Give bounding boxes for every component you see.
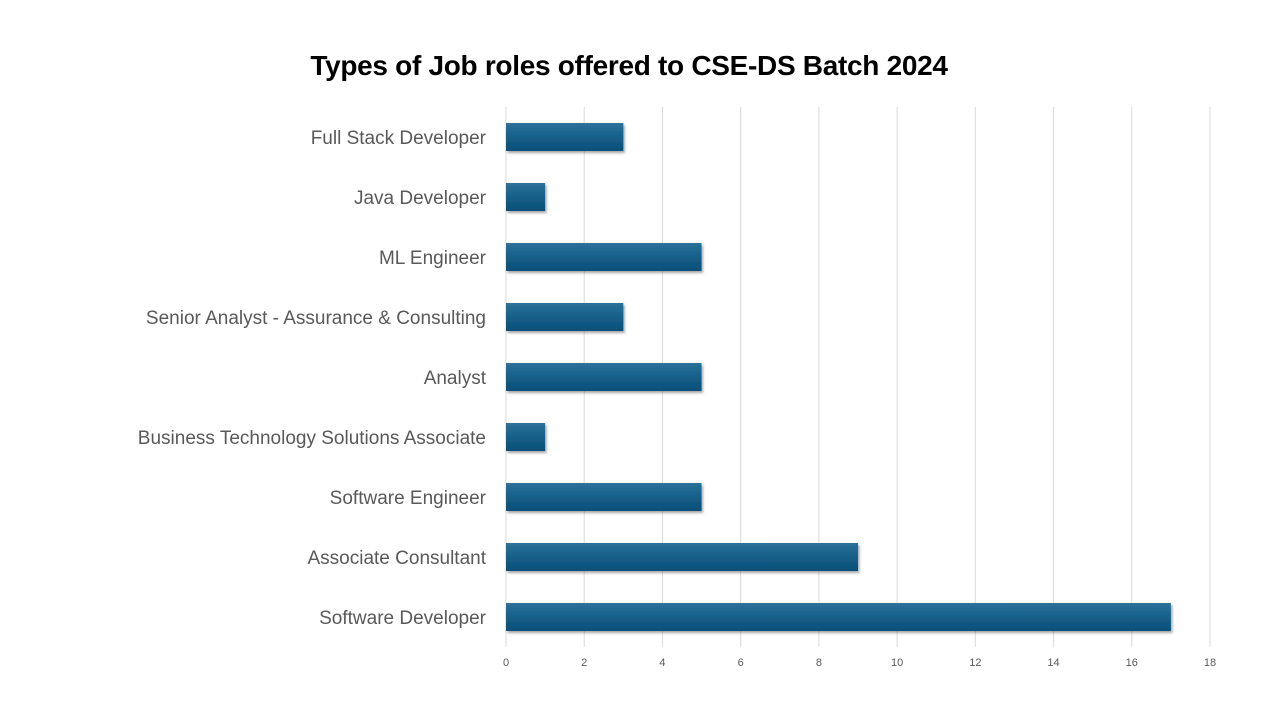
category-label-4: Analyst (424, 368, 487, 389)
category-label-1: Java Developer (354, 188, 487, 209)
x-axis-ticks: 0 2 4 6 8 10 12 14 16 18 (503, 657, 1216, 669)
x-tick-label-0: 0 (503, 657, 509, 669)
bar-4 (506, 363, 702, 391)
x-tick-label-18: 18 (1204, 657, 1216, 669)
bar-2 (506, 243, 702, 271)
category-label-7: Associate Consultant (308, 548, 487, 569)
x-tick-label-12: 12 (969, 657, 981, 669)
category-label-3: Senior Analyst - Assurance & Consulting (146, 308, 486, 329)
bar-5 (506, 423, 546, 451)
category-labels: Full Stack Developer Java Developer ML Eng… (138, 128, 487, 629)
category-label-8: Software Developer (319, 608, 487, 629)
x-tick-label-14: 14 (1047, 657, 1059, 669)
x-tick-label-2: 2 (581, 657, 587, 669)
bar-0 (506, 123, 624, 151)
x-tick-label-16: 16 (1126, 657, 1138, 669)
bar-8 (506, 603, 1171, 631)
x-tick-label-10: 10 (891, 657, 903, 669)
bar-1 (506, 183, 546, 211)
x-tick-label-8: 8 (816, 657, 822, 669)
bar-6 (506, 483, 702, 511)
bar-3 (506, 303, 624, 331)
category-label-0: Full Stack Developer (311, 128, 487, 149)
chart-title: Types of Job roles offered to CSE-DS Bat… (310, 50, 948, 81)
x-tick-label-4: 4 (659, 657, 665, 669)
bars (506, 123, 1171, 631)
x-tick-label-6: 6 (738, 657, 744, 669)
bar-7 (506, 543, 858, 571)
category-label-5: Business Technology Solutions Associate (138, 428, 486, 449)
category-label-6: Software Engineer (330, 488, 487, 509)
category-label-2: ML Engineer (379, 248, 487, 269)
